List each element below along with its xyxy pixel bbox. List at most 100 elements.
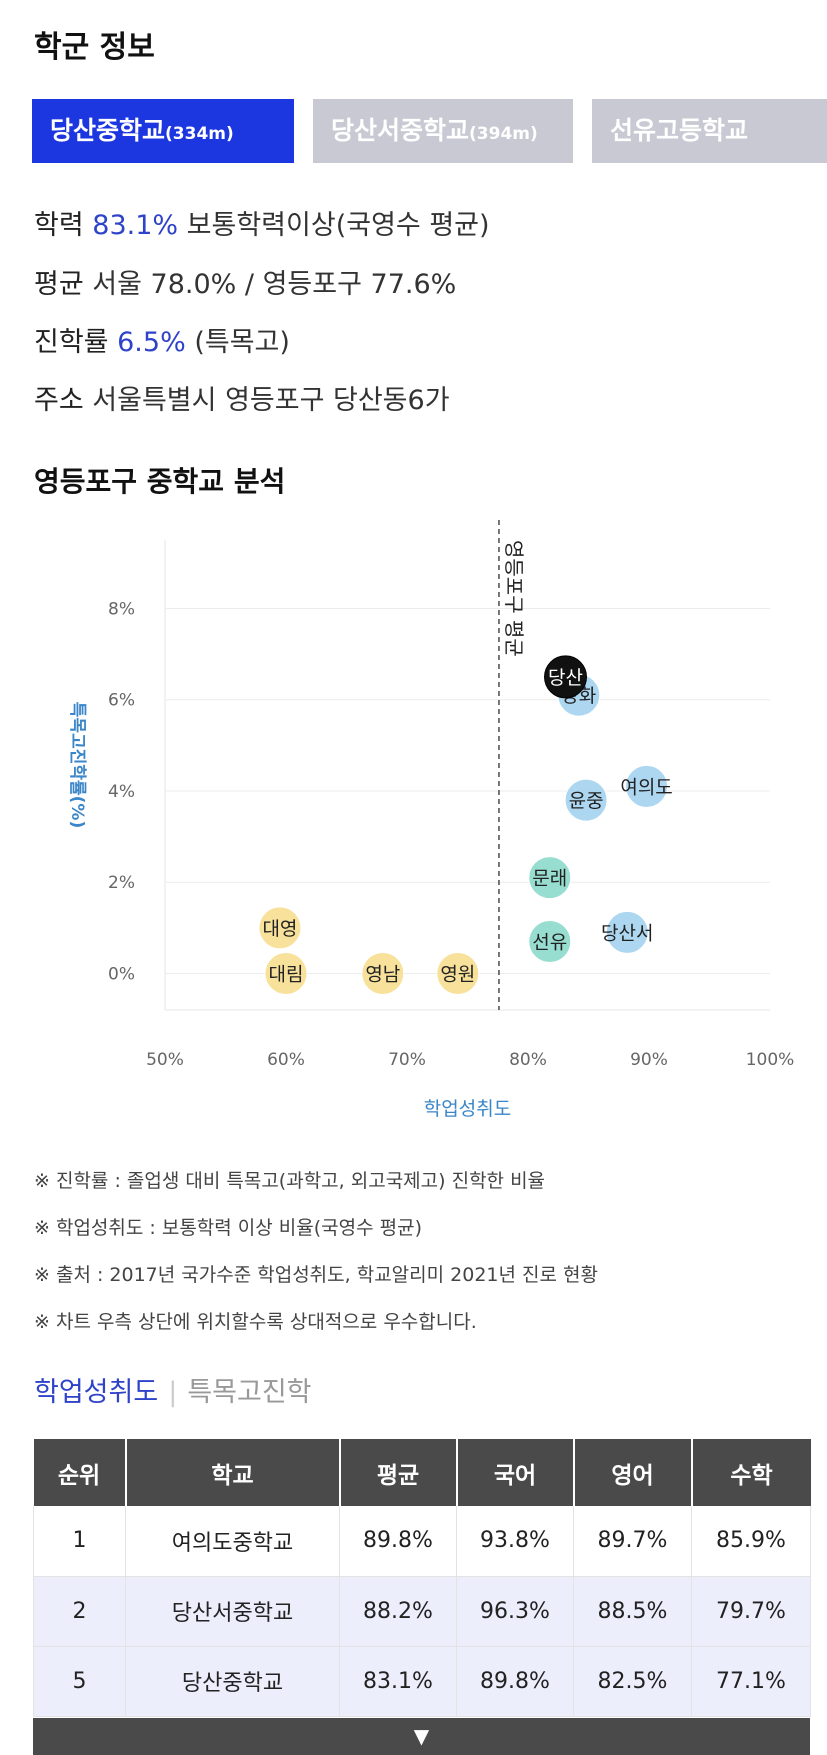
col-korean: 국어	[456, 1439, 575, 1506]
table-row: 1 여의도중학교 89.8% 93.8% 89.7% 85.9%	[33, 1506, 811, 1577]
data-point	[544, 655, 588, 699]
school-tabs: 당산중학교(334m) 당산서중학교(394m) 선유고등학교	[32, 99, 827, 163]
col-average: 평균	[339, 1439, 458, 1506]
scatter-chart: 0% 2% 4% 6% 8% 50% 60% 70% 80% 90% 100% 학업성취도 특목고진학률…	[67, 520, 795, 1120]
data-point-label: 영원	[440, 963, 475, 985]
x-tick-label: 100%	[746, 1050, 795, 1070]
average-value: 서울 78.0% / 영등포구 77.6%	[92, 269, 457, 300]
y-tick-label: 8%	[108, 599, 135, 619]
x-tick-label: 70%	[388, 1050, 426, 1070]
tab-distance: (334m)	[165, 124, 234, 144]
data-point-label: 대영	[262, 918, 297, 940]
cell-math: 85.9%	[691, 1506, 811, 1577]
cell-rank: 2	[33, 1576, 126, 1647]
data-point	[564, 778, 608, 822]
y-tick-label: 4%	[108, 782, 135, 802]
cell-math: 77.1%	[691, 1646, 811, 1717]
info-key: 주소	[34, 385, 84, 416]
cell-english: 89.7%	[573, 1506, 692, 1577]
y-axis-label: 특목고진학률(%)	[67, 702, 87, 828]
tab-label: 당산중학교	[50, 116, 166, 145]
ranking-subtabs: 학업성취도 | 특목고진학	[34, 1370, 312, 1409]
data-point	[605, 910, 649, 954]
data-point-label: 선유	[532, 932, 567, 954]
tab-dangsanseo-middle[interactable]: 당산서중학교(394m)	[313, 99, 573, 163]
tab-label: 당산서중학교	[331, 116, 470, 145]
data-point-label: 당산	[548, 667, 583, 689]
col-english: 영어	[573, 1439, 693, 1506]
note-achievement: ※ 학업성취도 : 보통학력 이상 비율(국영수 평균)	[34, 1217, 423, 1239]
data-point	[625, 764, 669, 808]
advance-value: 6.5%	[117, 327, 186, 358]
info-key: 평균	[34, 269, 84, 300]
reference-line-label: 영등포구 평균	[502, 540, 526, 657]
x-tick-label: 90%	[630, 1050, 668, 1070]
note-source: ※ 출처 : 2017년 국가수준 학업성취도, 학교알리미 2021년 진로 …	[34, 1264, 598, 1286]
col-school: 학교	[125, 1439, 341, 1506]
cell-korean: 96.3%	[456, 1576, 574, 1647]
achievement-value: 83.1%	[92, 210, 179, 241]
data-point	[528, 920, 572, 964]
info-key: 진학률	[34, 327, 109, 358]
tab-dangsan-middle[interactable]: 당산중학교(334m)	[32, 99, 294, 163]
info-average: 평균 서울 78.0% / 영등포구 77.6%	[34, 262, 456, 301]
cell-math: 79.7%	[691, 1576, 811, 1647]
tab-label: 선유고등학교	[610, 116, 749, 145]
data-point	[528, 856, 572, 900]
table-row: 2 당산서중학교 88.2% 96.3% 88.5% 79.7%	[33, 1576, 811, 1647]
y-tick-label: 0%	[108, 964, 135, 984]
tab-distance: (394m)	[469, 124, 538, 144]
subtab-achievement[interactable]: 학업성취도	[34, 1377, 159, 1408]
notes: ※ 진학률 : 졸업생 대비 특목고(과학고, 외고국제고) 진학한 비율 ※ …	[34, 1158, 598, 1346]
y-tick-label: 6%	[108, 691, 135, 711]
note-chart-hint: ※ 차트 우측 상단에 위치할수록 상대적으로 우수합니다.	[34, 1311, 477, 1333]
cell-rank: 1	[33, 1506, 126, 1577]
data-point-label: 여의도	[620, 776, 672, 798]
cell-average: 88.2%	[339, 1576, 457, 1647]
data-point	[361, 951, 405, 995]
cell-average: 89.8%	[339, 1506, 457, 1577]
subtab-special-high[interactable]: 특목고진학	[187, 1377, 312, 1408]
col-rank: 순위	[33, 1439, 127, 1506]
expand-table-button[interactable]: ▼	[33, 1718, 810, 1755]
cell-korean: 89.8%	[456, 1646, 574, 1717]
cell-average: 83.1%	[339, 1646, 457, 1717]
page-title: 학군 정보	[34, 30, 155, 65]
table-header-row: 순위 학교 평균 국어 영어 수학	[33, 1439, 811, 1506]
data-point-label: 영남	[365, 963, 400, 985]
cell-school: 여의도중학교	[125, 1506, 340, 1577]
subtab-divider: |	[168, 1377, 178, 1408]
cell-rank: 5	[33, 1646, 126, 1717]
x-tick-label: 50%	[146, 1050, 184, 1070]
analysis-title: 영등포구 중학교 분석	[34, 465, 286, 498]
note-advance-rate: ※ 진학률 : 졸업생 대비 특목고(과학고, 외고국제고) 진학한 비율	[34, 1170, 546, 1192]
tab-seonyu-high[interactable]: 선유고등학교	[592, 99, 827, 163]
data-point-label: 윤중	[569, 790, 604, 812]
x-tick-label: 80%	[509, 1050, 547, 1070]
cell-school: 당산중학교	[125, 1646, 340, 1717]
col-math: 수학	[691, 1439, 811, 1506]
cell-english: 88.5%	[573, 1576, 692, 1647]
info-advance: 진학률 6.5% (특목고)	[34, 320, 290, 359]
address-value: 서울특별시 영등포구 당산동6가	[92, 385, 450, 416]
caret-down-icon: ▼	[413, 1724, 430, 1748]
data-point	[264, 951, 308, 995]
achievement-desc: 보통학력이상(국영수 평균)	[186, 210, 490, 241]
cell-school: 당산서중학교	[125, 1576, 340, 1647]
data-point-label: 문래	[532, 868, 567, 890]
info-achievement: 학력 83.1% 보통학력이상(국영수 평균)	[34, 203, 490, 242]
x-axis-label: 학업성취도	[424, 1098, 511, 1120]
ranking-table: 순위 학교 평균 국어 영어 수학 1 여의도중학교 89.8% 93.8% 8…	[33, 1439, 811, 1717]
info-address: 주소 서울특별시 영등포구 당산동6가	[34, 378, 450, 417]
scatter-chart-container: 0% 2% 4% 6% 8% 50% 60% 70% 80% 90% 100% 학업성취도 특목고진학률…	[0, 520, 827, 1140]
info-key: 학력	[34, 210, 84, 241]
x-tick-label: 60%	[267, 1050, 305, 1070]
data-point-label: 대림	[269, 963, 304, 985]
data-point	[436, 951, 480, 995]
data-point-label: 당산서	[601, 922, 653, 944]
y-tick-label: 2%	[108, 873, 135, 893]
advance-desc: (특목고)	[194, 327, 290, 358]
cell-english: 82.5%	[573, 1646, 692, 1717]
table-row: 5 당산중학교 83.1% 89.8% 82.5% 77.1%	[33, 1646, 811, 1717]
cell-korean: 93.8%	[456, 1506, 574, 1577]
